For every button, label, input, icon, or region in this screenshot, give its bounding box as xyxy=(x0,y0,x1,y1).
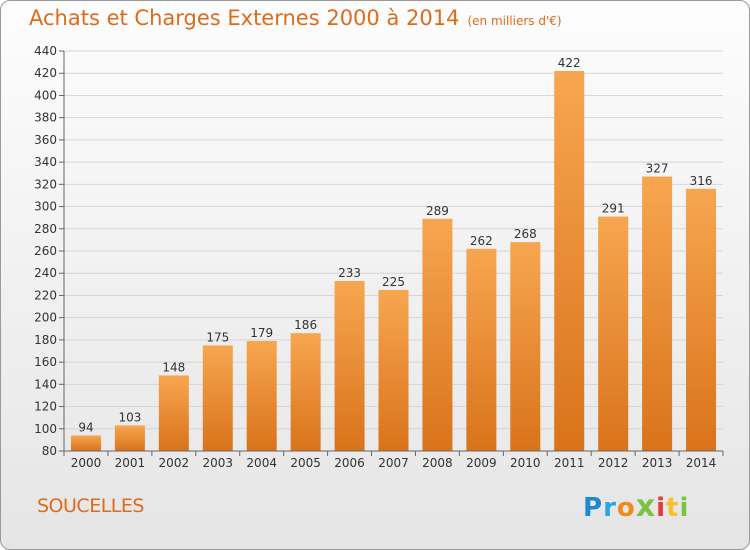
bar xyxy=(554,71,585,451)
y-tick-label: 440 xyxy=(34,44,57,58)
x-tick-label: 2001 xyxy=(115,456,146,470)
y-tick-label: 380 xyxy=(34,111,57,125)
value-label: 422 xyxy=(558,56,581,70)
bar xyxy=(422,218,453,451)
x-tick-label: 2004 xyxy=(246,456,277,470)
x-tick-label: 2000 xyxy=(71,456,102,470)
x-axis: 2000 2001 2002 2003 2004 2005 2006 2007 2008 2009… xyxy=(63,450,724,470)
bar xyxy=(466,248,497,451)
x-tick-label: 2013 xyxy=(642,456,673,470)
y-tick-label: 340 xyxy=(34,155,57,169)
value-label: 316 xyxy=(690,174,713,188)
logo-letter: i xyxy=(656,493,667,523)
proxiti-logo[interactable]: Proxiti xyxy=(583,489,689,524)
y-tick-label: 300 xyxy=(34,200,57,214)
logo-letter: P xyxy=(583,493,604,523)
y-tick-label: 240 xyxy=(34,266,57,280)
bar xyxy=(158,375,189,451)
chart-title-text: Achats et Charges Externes 2000 à 2014 xyxy=(29,6,460,30)
value-label: 179 xyxy=(250,326,273,340)
bar xyxy=(114,425,145,451)
value-label: 103 xyxy=(118,410,141,424)
bar xyxy=(598,216,629,451)
bars xyxy=(70,71,717,452)
value-label: 291 xyxy=(602,202,625,216)
value-label: 233 xyxy=(338,266,361,280)
x-tick-label: 2002 xyxy=(159,456,190,470)
bar xyxy=(686,188,717,451)
y-tick-label: 280 xyxy=(34,222,57,236)
y-tick-label: 200 xyxy=(34,311,57,325)
y-tick-label: 320 xyxy=(34,177,57,191)
y-tick-label: 260 xyxy=(34,244,57,258)
value-label: 148 xyxy=(162,360,185,374)
x-tick-label: 2005 xyxy=(290,456,321,470)
x-tick-label: 2012 xyxy=(598,456,629,470)
value-label: 327 xyxy=(646,162,669,176)
logo-letter: r xyxy=(603,493,617,523)
x-tick-label: 2011 xyxy=(554,456,585,470)
y-tick-label: 80 xyxy=(42,444,57,458)
x-tick-label: 2010 xyxy=(510,456,541,470)
value-label: 225 xyxy=(382,275,405,289)
y-axis: 80 100 120 140 160 180 200 220 240 260 280 300 320 34… xyxy=(34,44,65,458)
x-tick-label: 2014 xyxy=(686,456,717,470)
value-label: 268 xyxy=(514,227,537,241)
x-tick-label: 2007 xyxy=(378,456,409,470)
x-tick-label: 2006 xyxy=(334,456,365,470)
x-tick-label: 2008 xyxy=(422,456,453,470)
value-labels: 94 103 148 175 179 186 233 225 289 262 268 422 291 32… xyxy=(78,56,712,434)
bar xyxy=(334,281,365,451)
value-label: 289 xyxy=(426,204,449,218)
bar xyxy=(642,176,673,452)
y-tick-label: 400 xyxy=(34,88,57,102)
y-tick-label: 120 xyxy=(34,400,57,414)
chart-subtitle: (en milliers d'€) xyxy=(467,14,562,28)
logo-letter: x xyxy=(635,489,657,524)
bar xyxy=(246,341,277,451)
city-name: SOUCELLES xyxy=(37,495,144,517)
y-tick-label: 360 xyxy=(34,133,57,147)
y-tick-label: 100 xyxy=(34,422,57,436)
y-tick-label: 420 xyxy=(34,66,57,80)
value-label: 94 xyxy=(78,420,93,434)
x-tick-label: 2003 xyxy=(202,456,233,470)
logo-letter: t xyxy=(666,493,680,523)
value-label: 175 xyxy=(206,330,229,344)
y-tick-label: 220 xyxy=(34,288,57,302)
logo-letter: o xyxy=(616,493,636,523)
y-tick-label: 180 xyxy=(34,333,57,347)
value-label: 186 xyxy=(294,318,317,332)
bar xyxy=(290,333,321,451)
chart-title: Achats et Charges Externes 2000 à 2014 (e… xyxy=(29,6,562,30)
y-tick-label: 160 xyxy=(34,355,57,369)
bar xyxy=(70,435,101,451)
bar xyxy=(378,289,409,451)
logo-letter: i xyxy=(679,493,690,523)
x-tick-label: 2009 xyxy=(466,456,497,470)
value-label: 262 xyxy=(470,234,493,248)
bar xyxy=(202,345,233,451)
bar xyxy=(510,242,541,451)
y-tick-label: 140 xyxy=(34,377,57,391)
